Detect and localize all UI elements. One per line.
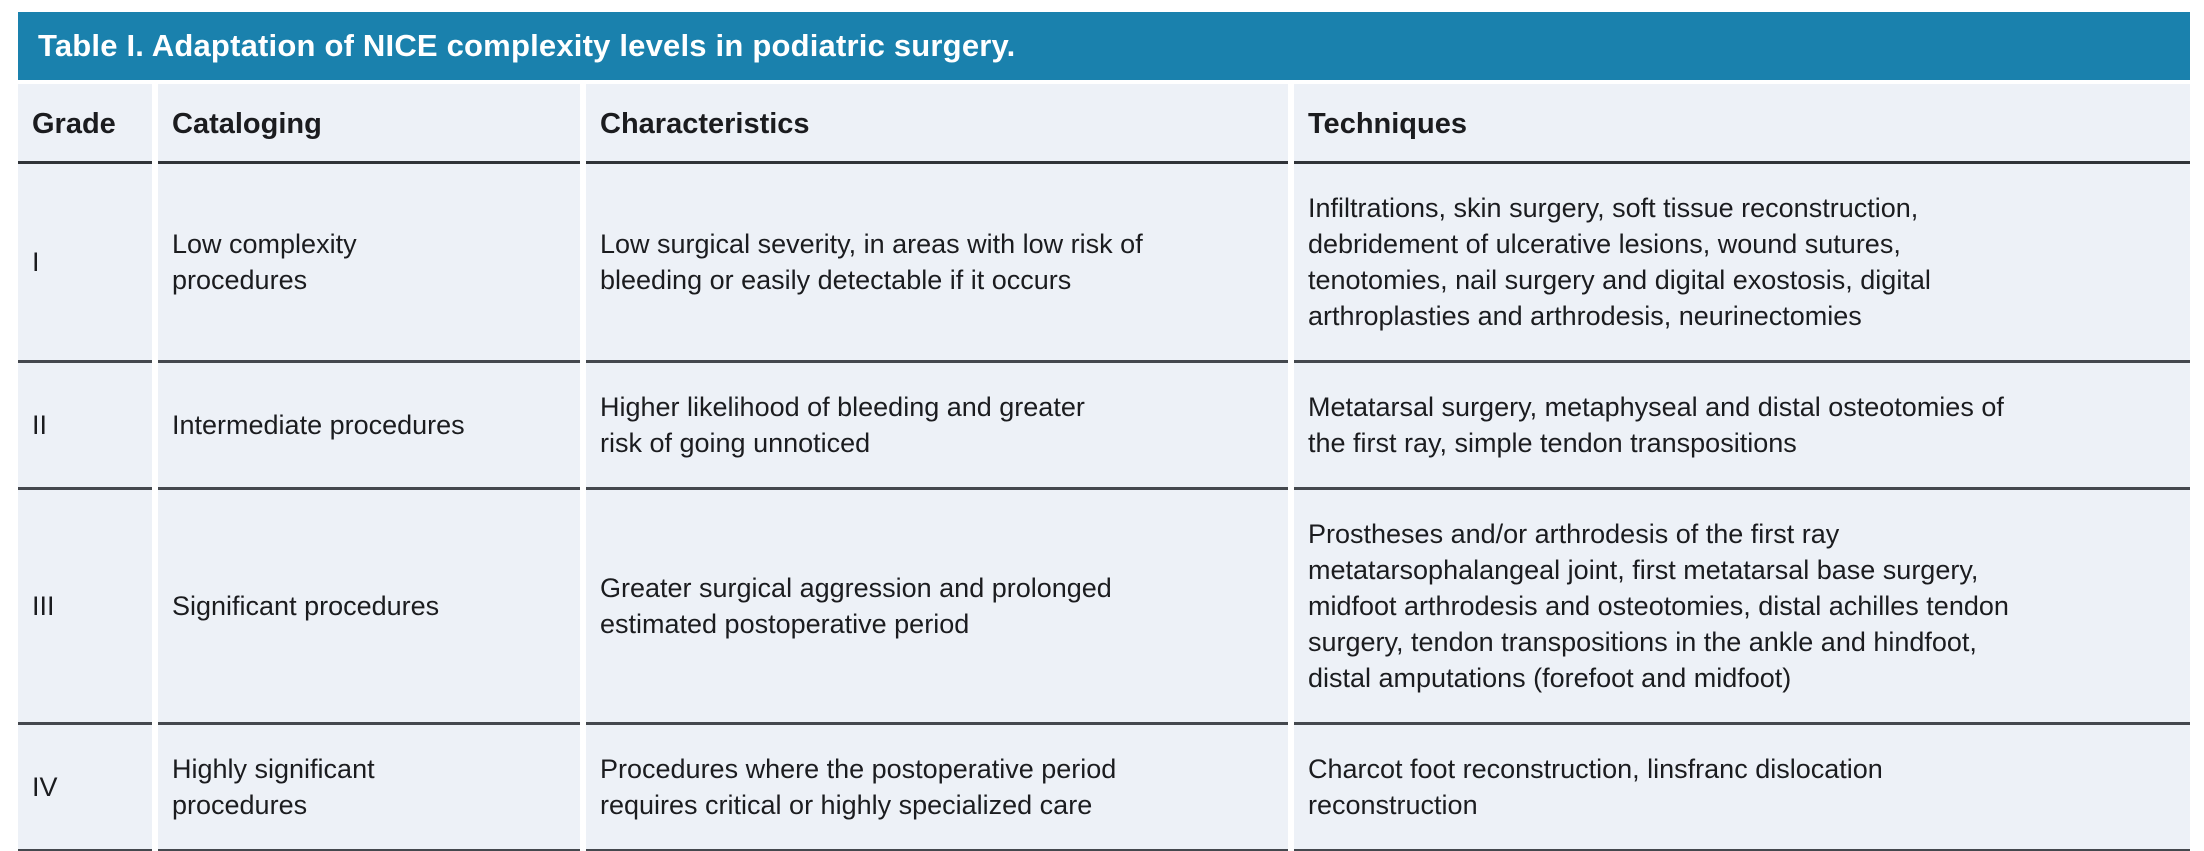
- column-header-characteristics: Characteristics: [586, 84, 1288, 164]
- techniques-cell: Metatarsal surgery, metaphyseal and dist…: [1294, 363, 2190, 490]
- techniques-cell: Prostheses and/or arthrodesis of the fir…: [1294, 490, 2190, 725]
- characteristics-cell: Higher likelihood of bleeding and greate…: [586, 363, 1288, 490]
- cataloging-cell: Intermediate procedures: [158, 363, 580, 490]
- complexity-levels-table: Grade Cataloging Characteristics Techniq…: [18, 84, 2190, 851]
- table-title-bar: Table I. Adaptation of NICE complexity l…: [18, 12, 2190, 80]
- column-header-techniques: Techniques: [1294, 84, 2190, 164]
- table-row-grade-1: I Low complexity procedures Low surgical…: [18, 164, 2190, 363]
- characteristics-cell: Procedures where the postoperative perio…: [586, 725, 1288, 851]
- cataloging-cell: Significant procedures: [158, 490, 580, 725]
- header-row: Grade Cataloging Characteristics Techniq…: [18, 84, 2190, 164]
- grade-cell: II: [18, 363, 152, 490]
- cataloging-cell: Highly significant procedures: [158, 725, 580, 851]
- grade-cell: III: [18, 490, 152, 725]
- grade-cell: I: [18, 164, 152, 363]
- table-row-grade-2: II Intermediate procedures Higher likeli…: [18, 363, 2190, 490]
- techniques-cell: Infiltrations, skin surgery, soft tissue…: [1294, 164, 2190, 363]
- column-header-cataloging: Cataloging: [158, 84, 580, 164]
- table-title: Table I. Adaptation of NICE complexity l…: [38, 28, 1016, 63]
- grade-cell: IV: [18, 725, 152, 851]
- techniques-cell: Charcot foot reconstruction, linsfranc d…: [1294, 725, 2190, 851]
- table-row-grade-3: III Significant procedures Greater surgi…: [18, 490, 2190, 725]
- cataloging-cell: Low complexity procedures: [158, 164, 580, 363]
- characteristics-cell: Low surgical severity, in areas with low…: [586, 164, 1288, 363]
- characteristics-cell: Greater surgical aggression and prolonge…: [586, 490, 1288, 725]
- column-header-grade: Grade: [18, 84, 152, 164]
- table-figure: Table I. Adaptation of NICE complexity l…: [18, 12, 2190, 851]
- table-wrapper: Grade Cataloging Characteristics Techniq…: [18, 84, 2190, 851]
- table-row-grade-4: IV Highly significant procedures Procedu…: [18, 725, 2190, 851]
